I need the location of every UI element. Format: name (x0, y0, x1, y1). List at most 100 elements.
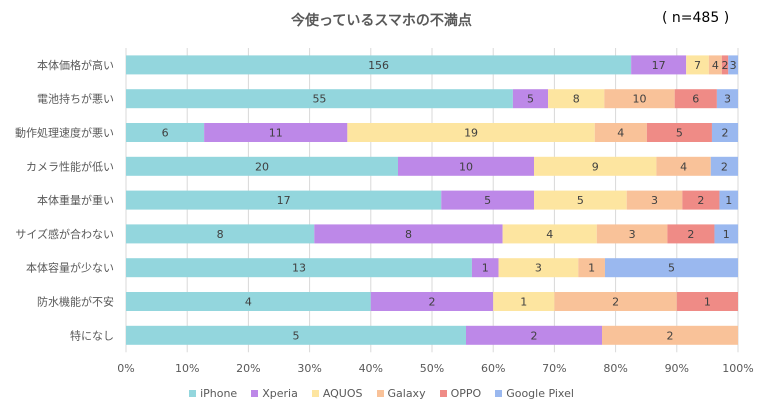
legend-swatch (251, 390, 259, 397)
bar-segment (604, 258, 738, 278)
data-label: 2 (667, 329, 674, 342)
data-label: 5 (484, 194, 491, 207)
x-tick-label: 10% (175, 362, 199, 375)
legend-swatch (376, 390, 384, 397)
bar-segment (534, 190, 627, 210)
data-label: 3 (651, 194, 658, 207)
data-label: 17 (652, 59, 666, 72)
y-category-label: サイズ感が合わない (15, 227, 114, 241)
bar-segment (493, 292, 555, 311)
data-label: 4 (245, 296, 252, 309)
bar-segment (728, 55, 738, 75)
legend-swatch (495, 390, 503, 397)
data-label: 4 (617, 127, 624, 140)
legend-item: AQUOS (311, 387, 363, 400)
data-label: 10 (633, 93, 647, 106)
bar-segment (398, 156, 534, 176)
bar-segment (714, 224, 738, 244)
bar-segment (602, 325, 738, 345)
legend-item: Google Pixel (495, 387, 574, 400)
legend: iPhone Xperia AQUOS Galaxy OPPO Google Pixel (0, 387, 763, 400)
bar-segment (578, 258, 605, 278)
y-category-label: カメラ性能が低い (26, 159, 114, 173)
data-label: 20 (255, 160, 269, 173)
legend-label: OPPO (450, 387, 482, 400)
data-label: 156 (368, 59, 389, 72)
data-label: 9 (592, 160, 599, 173)
x-tick-label: 100% (722, 362, 753, 375)
data-label: 1 (482, 262, 489, 275)
data-label: 2 (612, 296, 619, 309)
bar-segment (498, 258, 579, 278)
bar-segment (126, 89, 513, 109)
bar-segment (126, 156, 398, 176)
bar-segment (676, 292, 738, 311)
bar-segment (126, 258, 472, 278)
bar-segment (548, 89, 605, 109)
x-tick-label: 90% (665, 362, 689, 375)
bar-segment (594, 123, 647, 142)
data-label: 10 (459, 160, 473, 173)
data-label: 2 (531, 329, 538, 342)
bar-segment (646, 123, 712, 142)
data-label: 55 (312, 93, 326, 106)
legend-label: Google Pixel (506, 387, 574, 400)
data-label: 6 (162, 127, 169, 140)
bar-segment (466, 325, 602, 345)
data-label: 2 (697, 194, 704, 207)
bar-segment (126, 325, 466, 345)
bar-segment (711, 123, 738, 142)
bar-segment (721, 55, 729, 75)
legend-item: iPhone (189, 387, 237, 400)
y-category-label: 防水機能が不安 (37, 295, 114, 309)
bar-segment (626, 190, 683, 210)
bar-segment (126, 190, 442, 210)
bar-segment (604, 89, 675, 109)
x-tick-label: 70% (542, 362, 566, 375)
bar-segment (716, 89, 738, 109)
y-category-label: 本体価格が高い (37, 58, 114, 72)
bar-segment (682, 190, 720, 210)
data-label: 1 (725, 194, 732, 207)
data-label: 1 (588, 262, 595, 275)
x-tick-label: 30% (297, 362, 321, 375)
data-label: 1 (520, 296, 527, 309)
bar-segment (441, 190, 534, 210)
bar-segment (534, 156, 657, 176)
data-label: 4 (680, 160, 687, 173)
data-label: 3 (629, 228, 636, 241)
y-category-label: 特になし (70, 328, 114, 342)
data-label: 4 (712, 59, 719, 72)
y-category-label: 動作処理速度が悪い (15, 126, 114, 140)
data-label: 2 (429, 296, 436, 309)
x-tick-label: 40% (359, 362, 383, 375)
data-label: 8 (573, 93, 580, 106)
sample-size-label: ( n=485 ) (662, 10, 730, 26)
legend-label: AQUOS (322, 387, 363, 400)
bar-segment (370, 292, 494, 311)
bar-segment (667, 224, 715, 244)
bar-segment (686, 55, 709, 75)
data-label: 8 (405, 228, 412, 241)
bar-segment (126, 123, 205, 142)
bar-segment (314, 224, 503, 244)
y-category-label: 本体容量が少ない (26, 261, 114, 275)
data-label: 3 (535, 262, 542, 275)
y-category-label: 本体重量が重い (37, 193, 114, 207)
x-tick-label: 80% (603, 362, 627, 375)
data-label: 8 (217, 228, 224, 241)
legend-item: Galaxy (376, 387, 426, 400)
bar-segment (674, 89, 717, 109)
data-label: 5 (577, 194, 584, 207)
data-label: 2 (721, 160, 728, 173)
legend-swatch (189, 390, 197, 397)
chart-title: 今使っているスマホの不満点 (291, 13, 472, 29)
bar-segment (656, 156, 711, 176)
bar-segment (126, 224, 315, 244)
data-label: 2 (722, 59, 729, 72)
x-tick-label: 50% (420, 362, 444, 375)
bar-segment (631, 55, 687, 75)
legend-item: Xperia (251, 387, 298, 400)
data-label: 5 (527, 93, 534, 106)
bar-segment (471, 258, 499, 278)
